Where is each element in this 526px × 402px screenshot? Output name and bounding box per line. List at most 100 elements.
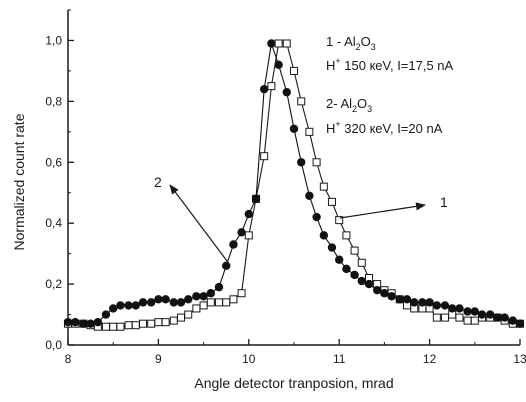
series-2-point: [395, 295, 404, 304]
tick-labels: 8 9 10 11 12 130,00,20,40,60,81,0: [45, 33, 526, 366]
x-tick-label: 11: [333, 352, 346, 366]
series-2-point: [327, 243, 337, 252]
annotation-series-2-line-1: 2- Al2O3: [326, 96, 372, 114]
series-2-point: [93, 317, 103, 327]
ticks: [67, 9, 521, 346]
series-2-point: [131, 301, 140, 310]
series-2-point: [282, 88, 291, 97]
series-1-point: [237, 289, 246, 298]
callout-2-arrow: [169, 184, 231, 266]
series-1-point: [357, 258, 366, 267]
series-1-point: [101, 322, 110, 331]
y-tick-label: 0,8: [45, 94, 62, 108]
series-2-point: [192, 292, 201, 301]
series-1-point: [222, 298, 231, 307]
series-2-point: [372, 285, 382, 295]
y-tick-label: 0,0: [45, 338, 62, 352]
series-1-point: [350, 246, 359, 255]
x-tick-label: 12: [423, 352, 437, 366]
series-2-point: [440, 301, 450, 310]
series-2-point: [477, 310, 487, 319]
series-2-point: [169, 298, 178, 307]
series-2-point: [470, 307, 479, 316]
series-2-point: [289, 124, 299, 133]
series-1-point: [214, 298, 223, 307]
series-2-point: [500, 313, 509, 322]
series-2-point: [138, 298, 148, 307]
series-2-point: [101, 310, 111, 319]
series-1-point: [169, 316, 178, 325]
series-2-point: [485, 310, 495, 319]
series-2-point: [251, 194, 261, 204]
series-1-line: [68, 42, 520, 328]
series-1-point: [440, 313, 449, 322]
series-2-point: [259, 84, 269, 94]
series-2-point: [116, 301, 125, 310]
series-2-point: [237, 228, 246, 237]
callout-2: 2: [154, 174, 231, 266]
series-2-point: [297, 158, 306, 167]
series-2-line: [68, 43, 521, 325]
x-tick-label: 9: [155, 352, 162, 366]
annotation-series-1-line-2: H+ 150 кeV, I=17,5 nA: [326, 56, 454, 73]
series-2-point: [109, 304, 118, 313]
callout-1: 1: [339, 194, 448, 219]
series-2-point: [364, 279, 374, 289]
series-1-point: [312, 158, 321, 167]
series-2-point: [124, 301, 133, 310]
series-1-point: [260, 152, 269, 161]
series-1-point: [199, 301, 208, 310]
series-1-point: [470, 316, 479, 325]
series-2-point: [305, 191, 314, 200]
x-axis-title: Angle detector tranposion, mrad: [194, 375, 393, 391]
series-2-point: [274, 60, 283, 70]
series-2-point: [432, 301, 442, 310]
series-1-point: [455, 313, 464, 322]
series-1-point: [109, 322, 118, 331]
series-1-point: [290, 66, 298, 75]
series-1-point: [124, 321, 133, 330]
series-2-point: [463, 307, 472, 316]
series-1-point: [154, 318, 163, 327]
series-2-point: [146, 298, 156, 307]
series-2-point: [176, 298, 186, 307]
series-2-point: [350, 270, 359, 280]
series-2-point: [154, 295, 163, 304]
annotation-series-1: 1 - Al2O3 H+ 150 кeV, I=17,5 nA: [326, 34, 454, 73]
series-2-point: [206, 289, 216, 298]
annotation-series-2-line-2: H+ 320 кeV, I=20 nA: [326, 119, 443, 136]
series-1-point: [229, 295, 238, 304]
y-tick-label: 0,2: [45, 277, 62, 291]
series-2-point: [402, 295, 412, 304]
series-1-point: [319, 182, 328, 191]
series-2-point: [244, 209, 253, 219]
series-2-point: [184, 295, 193, 304]
series-1-point: [342, 231, 351, 240]
series-2-point: [515, 319, 525, 328]
series-2-point: [199, 292, 208, 301]
series-1-point: [282, 39, 291, 48]
series-2-point: [312, 212, 321, 222]
series-1-point: [192, 304, 201, 313]
series-1-point: [177, 313, 185, 322]
series-1-point: [139, 319, 148, 328]
series-1-point: [116, 322, 125, 331]
series-lines: [68, 42, 521, 328]
series-2-point: [380, 289, 389, 298]
series-2-point: [161, 295, 170, 304]
series-2-point: [335, 255, 344, 264]
series-1-point: [147, 319, 156, 328]
series-markers: [63, 39, 525, 331]
series-1-point: [267, 82, 276, 91]
x-tick-label: 8: [65, 352, 72, 366]
series-2-point: [357, 276, 366, 286]
series-1-point: [244, 231, 253, 240]
series-2-point: [410, 298, 419, 307]
series-2-point: [493, 313, 502, 322]
callout-1-arrow: [339, 202, 426, 219]
y-tick-label: 0,4: [45, 216, 62, 230]
series-2-point: [79, 319, 88, 328]
series-1-point: [327, 197, 336, 206]
series-1-point: [184, 310, 193, 319]
